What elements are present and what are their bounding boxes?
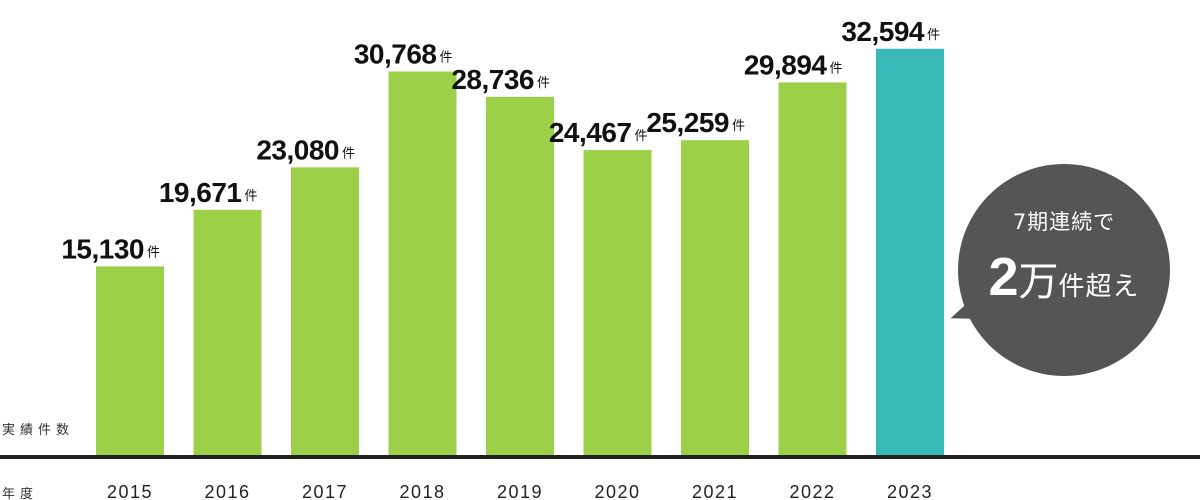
value-unit-2018: 件 — [440, 51, 453, 66]
value-unit-2020: 件 — [635, 129, 648, 144]
callout-number: 2 — [988, 247, 1019, 307]
value-unit-2021: 件 — [732, 119, 745, 134]
x-tick-2018: 2018 — [399, 482, 445, 500]
callout-line1: 7期連続で — [1012, 210, 1116, 234]
bar-2020 — [583, 150, 652, 455]
value-label-2017: 23,080 — [256, 134, 339, 165]
value-label-2019: 28,736 — [451, 64, 534, 95]
callout-unit-man: 万 — [1018, 259, 1059, 305]
value-unit-2015: 件 — [147, 245, 160, 260]
value-unit-2022: 件 — [830, 61, 843, 76]
bar-2018 — [388, 71, 457, 456]
x-tick-2021: 2021 — [692, 482, 738, 500]
x-tick-2023: 2023 — [887, 482, 933, 500]
bar-2022 — [778, 82, 847, 456]
bar-2023 — [876, 48, 944, 455]
bar-2017 — [291, 167, 359, 455]
value-label-2016: 19,671 — [159, 177, 242, 208]
y-side-label: 実績件数 — [2, 422, 74, 438]
callout-bubble — [958, 164, 1170, 376]
value-label-2022: 29,894 — [744, 49, 828, 80]
value-unit-2017: 件 — [342, 146, 355, 161]
x-tick-2019: 2019 — [497, 482, 543, 500]
bar-2015 — [96, 266, 164, 455]
value-label-2018: 30,768 — [354, 39, 437, 70]
callout-rest: 件超え — [1058, 272, 1140, 302]
value-unit-2019: 件 — [537, 76, 550, 91]
bar-2019 — [486, 96, 554, 455]
value-unit-2016: 件 — [245, 189, 258, 204]
x-tick-2020: 2020 — [594, 482, 640, 500]
x-tick-2017: 2017 — [302, 482, 348, 500]
bar-2016 — [193, 209, 262, 455]
value-unit-2023: 件 — [927, 28, 940, 43]
x-tick-2022: 2022 — [789, 482, 835, 500]
x-tick-2016: 2016 — [204, 482, 250, 500]
value-label-2023: 32,594 — [841, 16, 925, 47]
value-label-2015: 15,130 — [61, 233, 144, 264]
bar-2021 — [681, 140, 749, 456]
value-label-2021: 25,259 — [646, 107, 729, 138]
callout-line2: 2万件超え — [958, 246, 1170, 308]
x-tick-2015: 2015 — [107, 482, 153, 500]
value-label-2020: 24,467 — [549, 117, 632, 148]
x-side-label: 年度 — [2, 486, 38, 500]
